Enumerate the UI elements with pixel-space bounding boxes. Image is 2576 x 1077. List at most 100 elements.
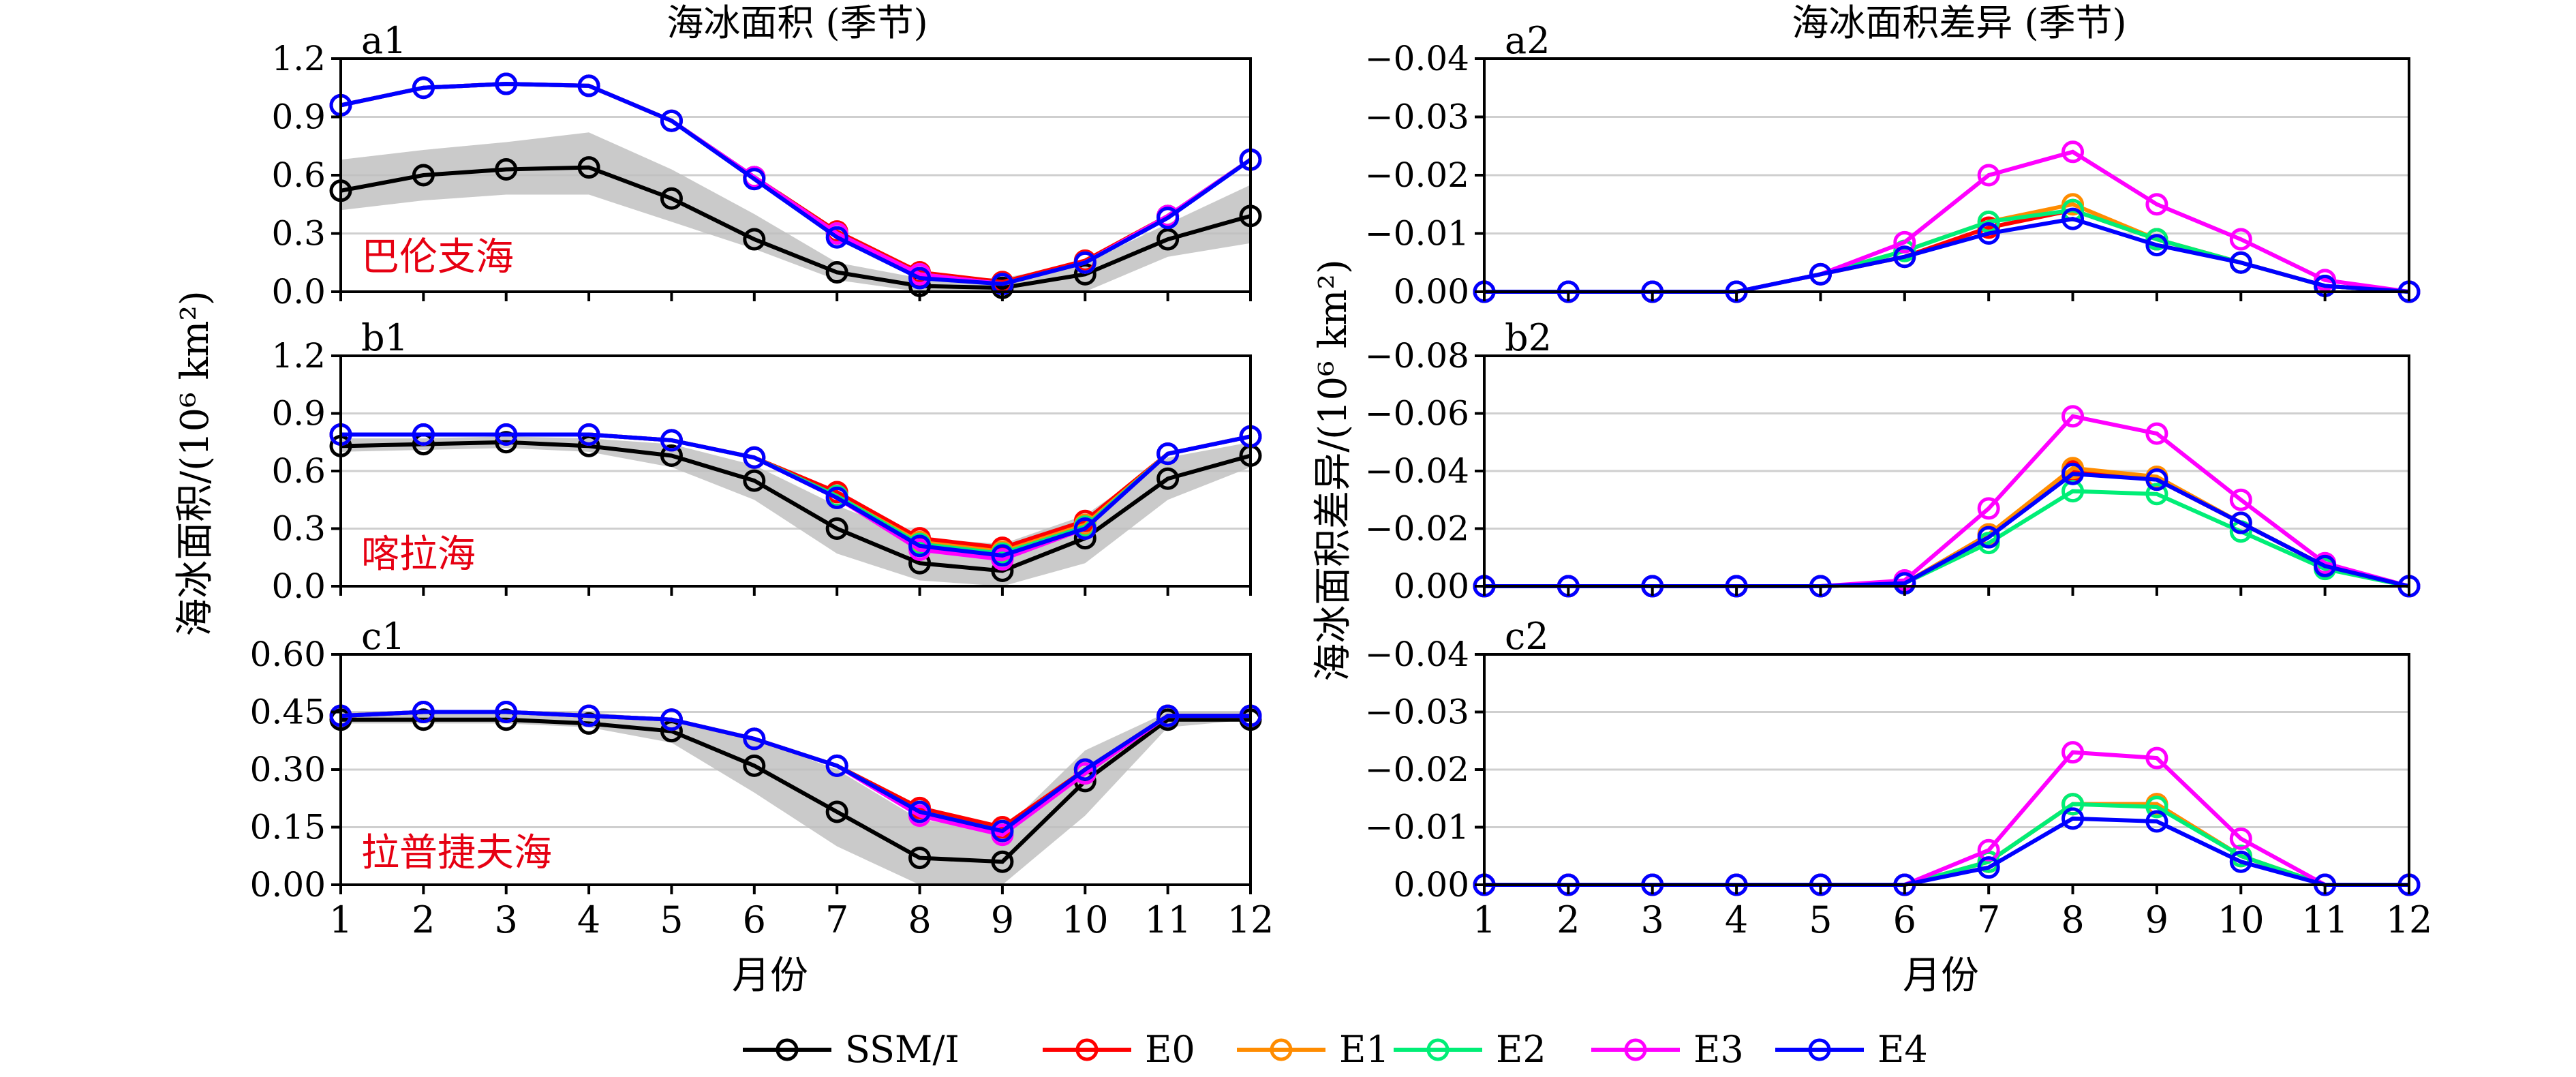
legend-item-e1: E1 — [1237, 1028, 1390, 1071]
legend-item-ssmi: SSM/I — [743, 1028, 960, 1071]
series-e2 — [1473, 793, 2421, 896]
legend-label: E1 — [1339, 1028, 1390, 1071]
y-tick-label: −0.06 — [1365, 394, 1469, 434]
data-point — [495, 423, 518, 446]
x-tick-label: 7 — [1977, 898, 2000, 941]
data-point — [2061, 807, 2085, 830]
y-tick-label: 0.3 — [271, 509, 326, 549]
y-tick-label: 1.2 — [271, 39, 326, 78]
legend-marker — [1270, 1038, 1293, 1061]
data-point — [908, 267, 932, 290]
series-e4 — [1473, 807, 2421, 896]
x-tick-label: 9 — [991, 898, 1014, 941]
data-point — [1073, 758, 1097, 781]
data-point — [577, 423, 600, 446]
y-tick-label: 0.00 — [1394, 272, 1469, 312]
legend-item-e0: E0 — [1043, 1028, 1195, 1071]
data-point — [825, 261, 848, 284]
data-point — [2061, 480, 2085, 503]
data-point — [2061, 793, 2085, 816]
y-tick-label: −0.01 — [1365, 808, 1469, 847]
data-point — [660, 109, 683, 132]
x-tick-label: 3 — [1641, 898, 1664, 941]
x-tick-label: 3 — [495, 898, 518, 941]
x-tick-label: 5 — [660, 898, 683, 941]
data-point — [825, 226, 848, 249]
data-point — [743, 168, 766, 191]
data-point — [1893, 230, 1916, 254]
legend-item-e2: E2 — [1394, 1028, 1546, 1071]
data-point — [2145, 810, 2168, 833]
y-tick-label: −0.02 — [1365, 509, 1469, 549]
data-point — [743, 727, 766, 750]
y-tick-label: −0.01 — [1365, 214, 1469, 254]
region-label: 拉普捷夫海 — [361, 831, 552, 875]
series-line — [1484, 202, 2410, 294]
data-point — [1977, 856, 2000, 879]
data-point — [412, 76, 435, 100]
data-point — [412, 423, 435, 446]
data-point — [743, 446, 766, 469]
data-point — [2145, 483, 2168, 506]
data-point — [825, 800, 848, 823]
x-tick-label: 2 — [1557, 898, 1580, 941]
series-e2 — [1473, 198, 2421, 303]
legend-item-e4: E4 — [1775, 1028, 1928, 1071]
data-point — [1156, 207, 1180, 230]
y-tick-label: 0.3 — [271, 214, 326, 254]
x-tick-label: 12 — [2386, 898, 2433, 941]
panel-label: c2 — [1505, 615, 1549, 658]
series-e0 — [1473, 198, 2421, 303]
y-tick-label: 0.9 — [271, 97, 326, 137]
series-line — [341, 717, 1251, 864]
panel-label: a2 — [1505, 19, 1550, 62]
data-point — [577, 156, 600, 179]
y-tick-label: 0.0 — [271, 566, 326, 606]
right-ylabel: 海冰面积差异/(10⁶ km²) — [1311, 259, 1355, 682]
legend-label: E2 — [1496, 1028, 1546, 1071]
x-tick-label: 7 — [825, 898, 848, 941]
data-point — [1156, 442, 1180, 466]
data-point — [2145, 193, 2168, 216]
y-tick-label: −0.03 — [1365, 97, 1469, 137]
series-line — [1484, 208, 2410, 294]
data-point — [1977, 497, 2000, 520]
data-point — [2229, 228, 2252, 251]
data-point — [2229, 511, 2252, 534]
series-e4 — [329, 72, 1262, 296]
x-tick-label: 6 — [743, 898, 766, 941]
x-tick-label: 2 — [412, 898, 435, 941]
series-e3 — [1473, 140, 2421, 303]
data-point — [2314, 554, 2337, 577]
data-point — [1893, 245, 1916, 269]
data-point — [1977, 164, 2000, 187]
data-point — [2145, 468, 2168, 491]
series-line — [1484, 802, 2409, 887]
legend-item-e3: E3 — [1591, 1028, 1744, 1071]
series-line — [340, 82, 1252, 286]
data-point — [660, 444, 683, 467]
data-point — [412, 164, 435, 187]
data-point — [1809, 262, 1832, 286]
data-point — [495, 72, 518, 95]
panel-a1: 0.0 0.3 0.6 0.9 1.2 a1 巴伦支海 — [271, 19, 1262, 312]
y-tick-label: 0.0 — [271, 272, 326, 312]
data-point — [743, 754, 766, 777]
ssmi-spread-band — [341, 132, 1251, 292]
x-tick-label: 1 — [329, 898, 352, 941]
data-point — [1977, 838, 2000, 862]
data-point — [743, 469, 766, 492]
legend-marker — [1624, 1038, 1647, 1061]
legend: SSM/I E0 E1 E2 E3 E4 — [743, 1028, 1928, 1071]
data-point — [1977, 222, 2000, 245]
y-tick-label: 0.45 — [250, 693, 326, 732]
data-point — [2229, 850, 2252, 873]
legend-label: E4 — [1877, 1028, 1928, 1071]
series-e2 — [1473, 480, 2421, 598]
data-point — [908, 534, 932, 558]
x-tick-label: 1 — [1473, 898, 1496, 941]
data-point — [2145, 795, 2168, 819]
panel-a2: 0.00 −0.01 −0.02 −0.03 −0.04 a2 — [1365, 19, 2421, 312]
data-point — [577, 74, 600, 97]
